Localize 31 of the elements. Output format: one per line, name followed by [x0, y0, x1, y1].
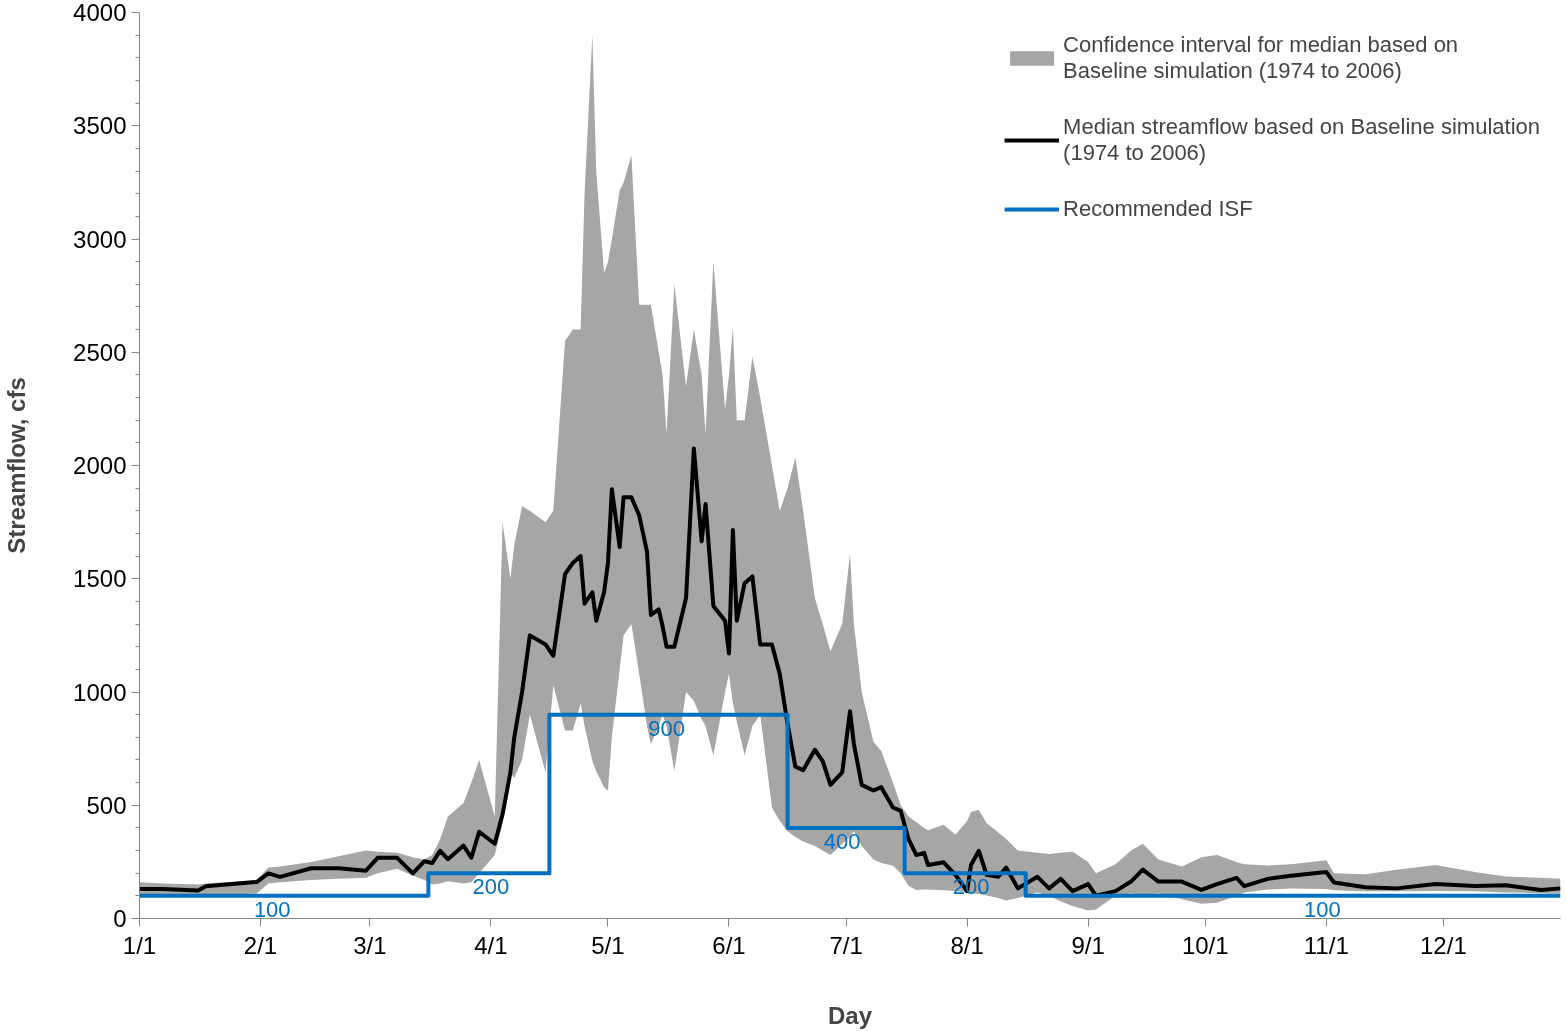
annotation: 100	[1304, 896, 1341, 922]
annotation: 900	[648, 715, 685, 741]
y-tick-label: 4000	[73, 0, 127, 26]
y-tick-label: 3500	[73, 112, 127, 140]
legend-label: Median streamflow based on Baseline simulation (1974 to 2006)	[1063, 114, 1540, 166]
x-tick-label: 1/1	[122, 931, 157, 959]
x-tick-label: 2/1	[243, 931, 278, 959]
x-tick-label: 12/1	[1420, 931, 1467, 959]
x-tick-label: 8/1	[950, 931, 984, 959]
y-axis-title: Streamflow, cfs	[3, 377, 31, 554]
x-tick-label: 9/1	[1071, 931, 1105, 959]
legend-label: Recommended ISF	[1063, 196, 1253, 222]
x-axis-title: Day	[827, 1001, 873, 1029]
legend-label: Confidence interval for median based on Baseline simulation (1974 to 2006)	[1063, 32, 1459, 84]
y-tick-label: 1500	[73, 565, 127, 593]
y-tick-label: 0	[113, 905, 127, 932]
annotation: 400	[823, 828, 861, 854]
x-tick-label: 5/1	[591, 931, 625, 959]
y-tick-label: 500	[86, 791, 127, 819]
x-tick-label: 3/1	[353, 931, 387, 959]
annotation: 100	[253, 896, 291, 922]
y-tick-label: 2000	[73, 452, 127, 479]
annotation: 200	[472, 874, 510, 900]
x-tick-label: 11/1	[1303, 931, 1349, 959]
x-tick-label: 10/1	[1181, 931, 1229, 959]
y-tick-label: 1000	[73, 678, 127, 706]
x-tick-label: 7/1	[829, 931, 863, 959]
x-tick-label: 6/1	[712, 931, 746, 959]
y-tick-label: 2500	[73, 338, 127, 366]
y-tick-label: 3000	[73, 225, 127, 253]
x-tick-label: 4/1	[474, 931, 508, 959]
